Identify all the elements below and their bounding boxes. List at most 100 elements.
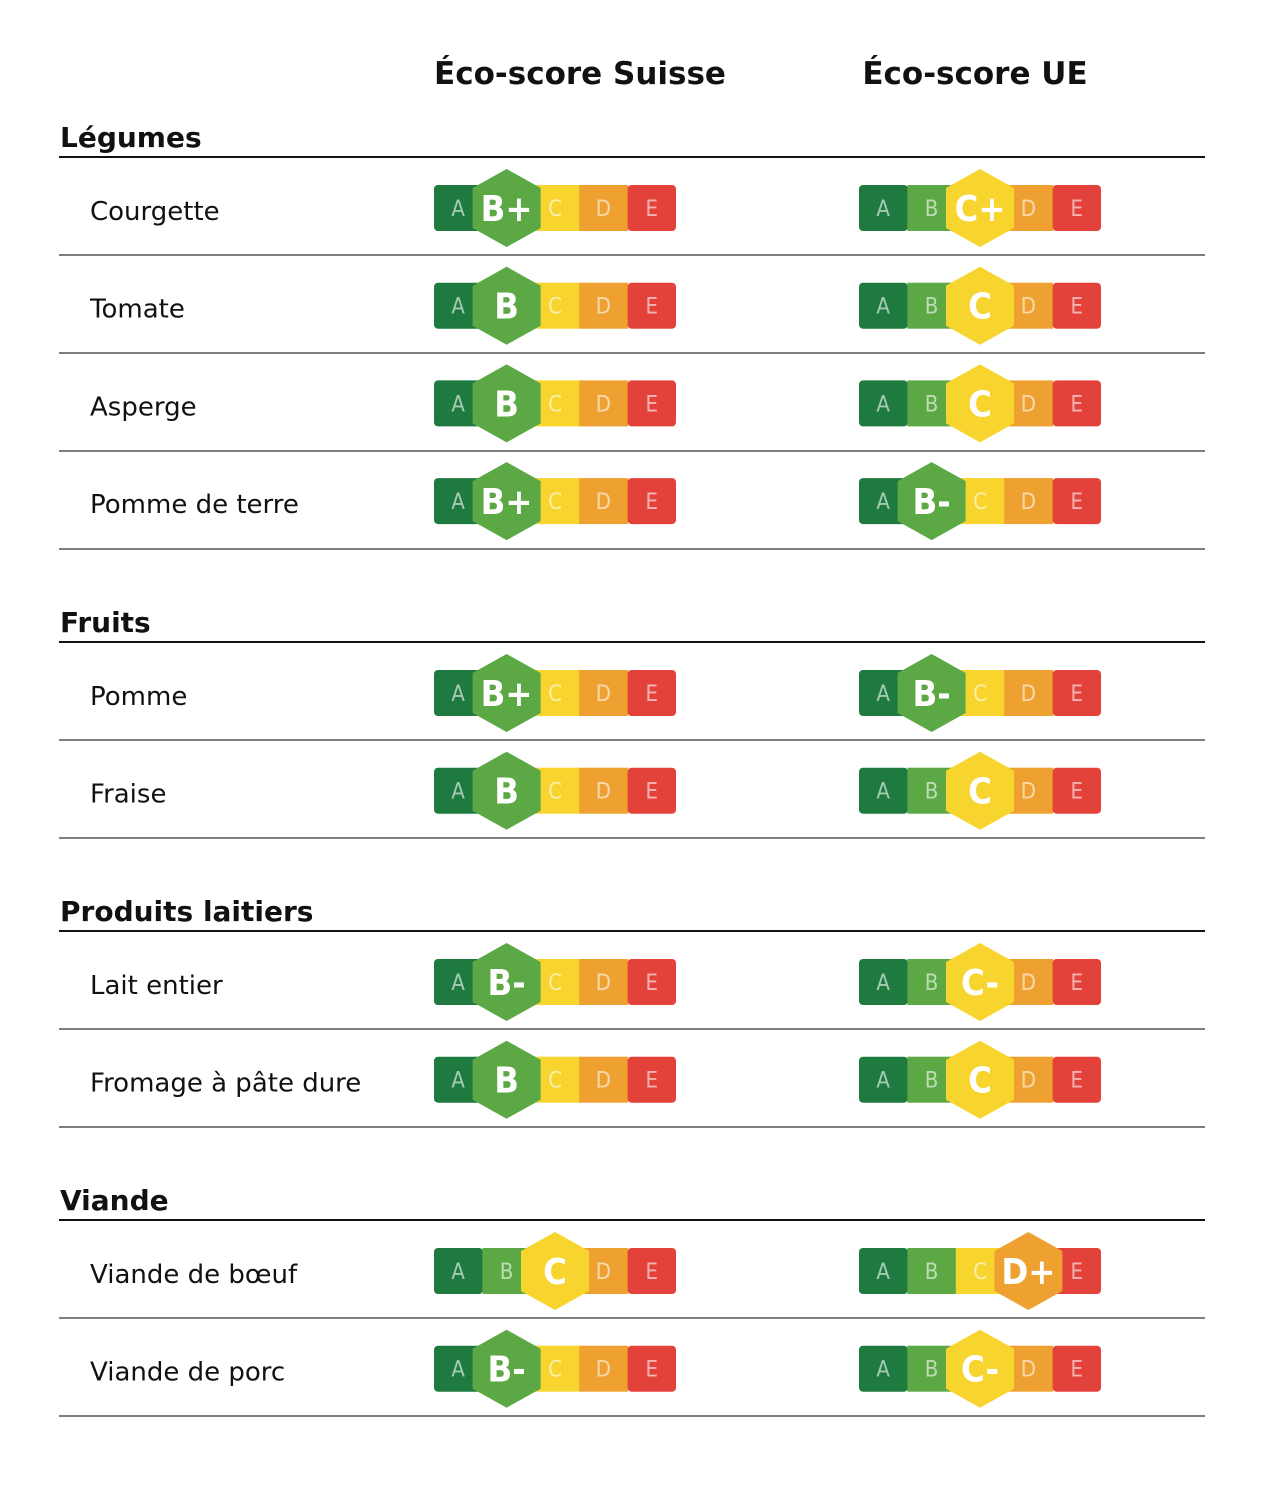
badge-segment bbox=[434, 478, 483, 525]
badge-letter: A bbox=[876, 780, 890, 805]
eco-badge: A B D E C- bbox=[859, 943, 1101, 1021]
grade-hexagon bbox=[472, 169, 541, 247]
badge-segment bbox=[859, 670, 908, 716]
grade-label: B- bbox=[488, 963, 526, 1004]
group-title: Viande bbox=[60, 1184, 169, 1217]
row-label: Pomme de terre bbox=[90, 490, 299, 520]
badge-segment bbox=[1004, 670, 1054, 716]
badge-segment bbox=[627, 478, 676, 525]
grade-hexagon bbox=[521, 1232, 589, 1310]
badge-letter: E bbox=[1071, 490, 1084, 515]
grade-label: B+ bbox=[481, 482, 533, 523]
badge-letter: B bbox=[925, 295, 939, 320]
badge-letter: A bbox=[451, 295, 465, 320]
badge-segment bbox=[1052, 670, 1101, 716]
badge-letter: E bbox=[1071, 1069, 1084, 1094]
badge-segment bbox=[579, 185, 629, 231]
badge-letter: B bbox=[925, 971, 939, 996]
badge-segment bbox=[627, 1248, 676, 1294]
badge-letter: D bbox=[596, 971, 611, 996]
badge-segment bbox=[579, 1056, 629, 1103]
badge-letter: D bbox=[1021, 197, 1036, 222]
badge-letter: D bbox=[596, 490, 611, 515]
badge-letter: A bbox=[876, 682, 890, 707]
grade-hexagon bbox=[472, 751, 541, 830]
eco-badge: A B C E D+ bbox=[859, 1232, 1101, 1310]
grade-hexagon bbox=[946, 1329, 1014, 1408]
badge-letter: A bbox=[451, 780, 465, 805]
group-title: Produits laitiers bbox=[60, 895, 313, 928]
grade-label: C- bbox=[961, 963, 999, 1004]
badge-letter: D bbox=[1021, 490, 1036, 515]
grade-label: B+ bbox=[481, 674, 533, 715]
grade-hexagon bbox=[472, 1040, 541, 1119]
badge-segment bbox=[859, 767, 908, 814]
badge-segment bbox=[579, 670, 629, 716]
badge-letter: D bbox=[596, 1260, 611, 1285]
badge-letter: A bbox=[876, 1358, 890, 1383]
badge-letter: A bbox=[451, 392, 465, 417]
row-label: Tomate bbox=[89, 295, 185, 325]
grade-label: C bbox=[968, 287, 992, 328]
grade-label: C bbox=[968, 1061, 992, 1102]
badge-segment bbox=[627, 1345, 676, 1392]
badge-segment bbox=[434, 1248, 483, 1294]
badge-segment bbox=[434, 959, 483, 1005]
grade-hexagon bbox=[472, 266, 541, 345]
badge-segment bbox=[579, 959, 629, 1005]
badge-segment bbox=[1052, 1345, 1101, 1392]
eco-badge: A C D EB bbox=[434, 266, 676, 345]
badge-letter: C bbox=[548, 392, 562, 417]
grade-hexagon bbox=[946, 364, 1014, 443]
row-label: Courgette bbox=[90, 197, 220, 227]
badge-segment bbox=[1052, 282, 1101, 329]
badge-letter: A bbox=[451, 1260, 465, 1285]
badge-letter: A bbox=[451, 490, 465, 515]
badge-letter: A bbox=[451, 971, 465, 996]
badge-letter: A bbox=[876, 392, 890, 417]
row-label: Fraise bbox=[90, 780, 166, 810]
eco-badge: A C D E B- bbox=[434, 943, 676, 1021]
grade-label: B- bbox=[913, 674, 951, 715]
badge-segment bbox=[434, 282, 483, 329]
grade-label: B bbox=[494, 1061, 519, 1102]
badge-segment bbox=[859, 185, 908, 231]
eco-badge: A B D EC bbox=[434, 1232, 676, 1310]
grade-label: C bbox=[968, 772, 992, 813]
badge-letter: D bbox=[1021, 682, 1036, 707]
badge-segment bbox=[579, 282, 629, 329]
badge-segment bbox=[434, 185, 483, 231]
badge-letter: C bbox=[548, 971, 562, 996]
group-title: Légumes bbox=[60, 121, 202, 154]
eco-badge: A B D E C+ bbox=[859, 169, 1101, 247]
badge-segment bbox=[1052, 185, 1101, 231]
badge-segment bbox=[1052, 1248, 1101, 1294]
badge-letter: E bbox=[1071, 682, 1084, 707]
badge-letter: E bbox=[646, 971, 659, 996]
badge-segment bbox=[627, 185, 676, 231]
eco-badge: A C D EB bbox=[434, 364, 676, 443]
group-title: Fruits bbox=[60, 606, 151, 639]
badge-segment bbox=[907, 1248, 957, 1294]
badge-segment bbox=[434, 380, 483, 427]
badge-letter: B bbox=[925, 1260, 939, 1285]
row-label: Asperge bbox=[90, 392, 197, 422]
badge-letter: E bbox=[646, 197, 659, 222]
badge-letter: E bbox=[1071, 1358, 1084, 1383]
eco-badge: A B D EC bbox=[859, 1040, 1101, 1119]
badge-letter: C bbox=[548, 682, 562, 707]
badge-segment bbox=[579, 767, 629, 814]
badge-letter: D bbox=[1021, 1358, 1036, 1383]
badge-segment bbox=[1052, 478, 1101, 525]
badge-segment bbox=[859, 1056, 908, 1103]
badge-letter: C bbox=[548, 1358, 562, 1383]
eco-badge: A C D E B+ bbox=[434, 654, 676, 732]
grade-hexagon bbox=[946, 751, 1014, 830]
badge-letter: E bbox=[1071, 1260, 1084, 1285]
badge-letter: C bbox=[548, 197, 562, 222]
badge-letter: C bbox=[548, 780, 562, 805]
badge-letter: E bbox=[646, 1358, 659, 1383]
badge-letter: D bbox=[596, 682, 611, 707]
grade-hexagon bbox=[946, 169, 1014, 247]
